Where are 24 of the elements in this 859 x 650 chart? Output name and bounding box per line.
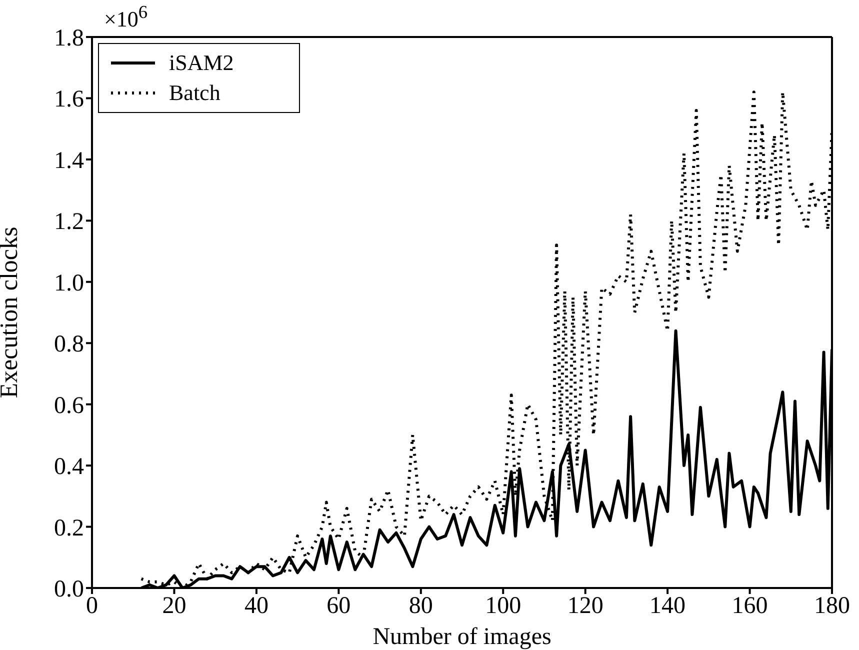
y-tick-label: 1.8 bbox=[54, 26, 84, 52]
x-tick-label: 20 bbox=[162, 593, 186, 620]
legend-label: Batch bbox=[169, 79, 220, 107]
x-tick-label: 100 bbox=[485, 593, 522, 620]
y-tick-label: 1.0 bbox=[54, 270, 84, 296]
y-tick-label: 0.8 bbox=[54, 332, 84, 358]
x-tick-label: 180 bbox=[814, 593, 850, 620]
x-tick-label: 40 bbox=[244, 593, 268, 620]
y-tick-label: 0.6 bbox=[54, 392, 84, 419]
y-tick-label: 0.4 bbox=[54, 454, 84, 480]
y-tick-label: 1.4 bbox=[54, 148, 84, 174]
y-tick-label: 0.2 bbox=[54, 515, 84, 542]
x-tick-label: 80 bbox=[408, 593, 433, 620]
text: ×10$^{6}$ bbox=[104, 2, 148, 32]
x-tick-label: 120 bbox=[567, 593, 604, 620]
x-tick-label: 140 bbox=[650, 593, 686, 620]
y-tick-label: 1.6 bbox=[54, 86, 84, 113]
y-tick-label: 0.0 bbox=[54, 576, 84, 603]
x-axis-title: Number of images bbox=[372, 624, 552, 650]
legend-label: iSAM2 bbox=[169, 49, 234, 77]
x-tick-label: 0 bbox=[86, 593, 98, 620]
y-tick-label: 1.2 bbox=[54, 209, 84, 236]
x-tick-label: 160 bbox=[732, 593, 768, 620]
x-tick-label: 60 bbox=[326, 593, 351, 620]
